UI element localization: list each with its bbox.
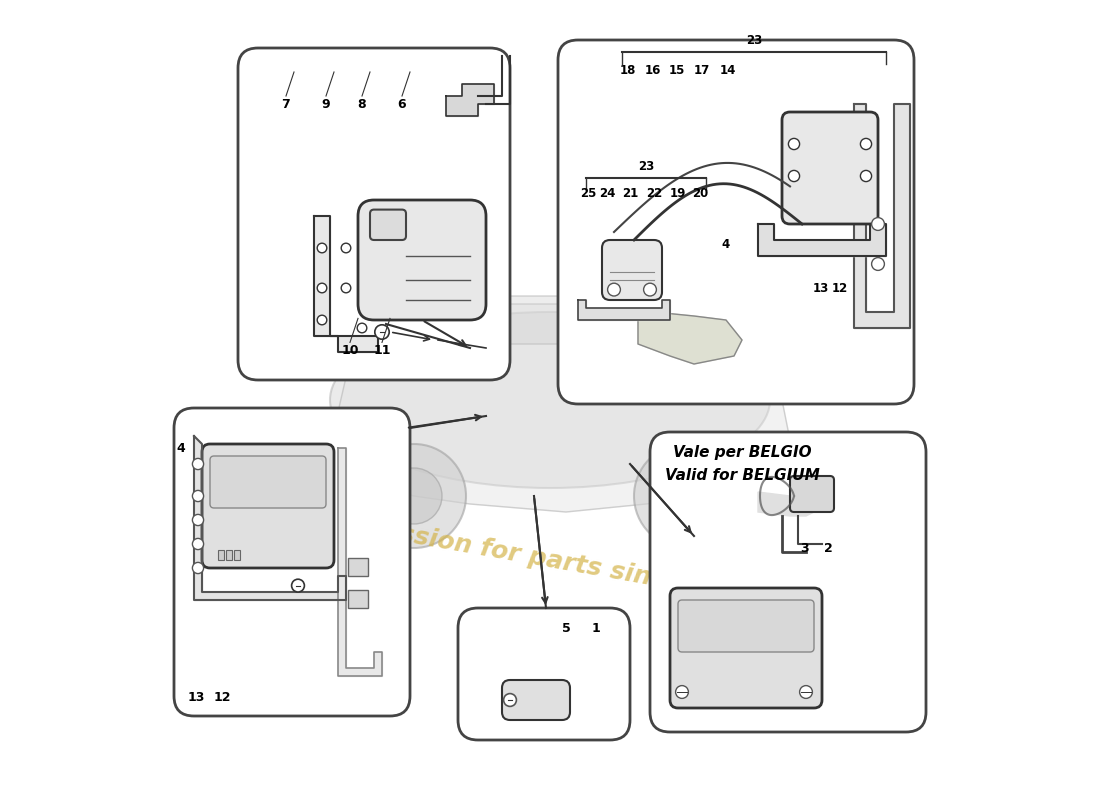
Text: 22: 22 (646, 187, 662, 200)
Text: a passion for parts since 1994: a passion for parts since 1994 (339, 511, 761, 609)
Circle shape (789, 138, 800, 150)
Text: 12: 12 (213, 691, 231, 704)
Text: Vale per BELGIO: Vale per BELGIO (673, 445, 812, 459)
Text: 13: 13 (188, 691, 205, 704)
Polygon shape (314, 216, 378, 352)
Text: 3: 3 (800, 542, 808, 554)
Text: 23: 23 (638, 160, 654, 173)
Circle shape (607, 283, 620, 296)
Polygon shape (326, 304, 790, 512)
FancyBboxPatch shape (370, 210, 406, 240)
FancyBboxPatch shape (602, 240, 662, 300)
Circle shape (192, 458, 204, 470)
Circle shape (317, 243, 327, 253)
Circle shape (675, 686, 689, 698)
Text: 18: 18 (619, 64, 636, 77)
Polygon shape (638, 312, 743, 364)
FancyBboxPatch shape (790, 476, 834, 512)
Circle shape (358, 323, 366, 333)
Text: 6: 6 (398, 98, 406, 110)
Text: 16: 16 (645, 64, 661, 77)
Text: 5: 5 (562, 622, 571, 634)
Text: 19: 19 (670, 187, 686, 200)
Text: 13: 13 (812, 282, 828, 294)
FancyBboxPatch shape (174, 408, 410, 716)
FancyBboxPatch shape (558, 40, 914, 404)
Circle shape (292, 579, 305, 592)
Text: 17: 17 (694, 64, 711, 77)
Circle shape (644, 283, 657, 296)
Text: 15: 15 (668, 64, 684, 77)
Bar (226, 550, 232, 560)
Text: 20: 20 (692, 187, 708, 200)
Polygon shape (194, 436, 346, 600)
Text: 4: 4 (176, 442, 185, 454)
FancyBboxPatch shape (670, 588, 822, 708)
Polygon shape (758, 224, 886, 256)
Text: 25: 25 (580, 187, 596, 200)
FancyBboxPatch shape (238, 48, 510, 380)
Circle shape (341, 283, 351, 293)
Bar (218, 550, 224, 560)
Circle shape (317, 283, 327, 293)
Circle shape (341, 243, 351, 253)
Ellipse shape (330, 312, 770, 488)
Text: 23: 23 (746, 34, 762, 46)
FancyBboxPatch shape (458, 608, 630, 740)
Text: 10: 10 (341, 344, 359, 357)
Circle shape (192, 514, 204, 526)
Circle shape (634, 444, 738, 548)
Bar (234, 550, 241, 560)
FancyBboxPatch shape (202, 444, 334, 568)
FancyBboxPatch shape (502, 680, 570, 720)
Bar (349, 558, 368, 576)
Circle shape (871, 258, 884, 270)
Text: 4: 4 (722, 238, 730, 250)
Circle shape (871, 218, 884, 230)
Text: 1: 1 (592, 622, 601, 634)
Text: 7: 7 (282, 98, 290, 110)
Circle shape (800, 686, 813, 698)
FancyBboxPatch shape (650, 432, 926, 732)
FancyBboxPatch shape (782, 112, 878, 224)
Circle shape (192, 490, 204, 502)
Circle shape (362, 444, 466, 548)
Circle shape (789, 170, 800, 182)
FancyBboxPatch shape (358, 200, 486, 320)
Text: 24: 24 (600, 187, 616, 200)
Circle shape (192, 562, 204, 574)
Circle shape (860, 138, 871, 150)
Text: 2: 2 (824, 542, 833, 554)
Polygon shape (854, 104, 910, 328)
Text: 11: 11 (373, 344, 390, 357)
Polygon shape (338, 448, 382, 676)
Polygon shape (470, 296, 630, 344)
Text: 14: 14 (719, 64, 736, 77)
Circle shape (504, 694, 516, 706)
Text: 9: 9 (321, 98, 330, 110)
Polygon shape (758, 492, 814, 516)
Polygon shape (446, 84, 494, 116)
Circle shape (658, 468, 714, 524)
Circle shape (375, 325, 389, 339)
Bar (349, 590, 368, 608)
FancyBboxPatch shape (678, 600, 814, 652)
Circle shape (317, 315, 327, 325)
Text: euro
car
parts: euro car parts (402, 249, 459, 311)
Circle shape (192, 538, 204, 550)
Circle shape (860, 170, 871, 182)
Polygon shape (578, 300, 670, 320)
Text: Valid for BELGIUM: Valid for BELGIUM (664, 469, 820, 483)
Circle shape (386, 468, 442, 524)
Text: 8: 8 (358, 98, 366, 110)
FancyBboxPatch shape (210, 456, 326, 508)
Text: 12: 12 (832, 282, 848, 294)
Text: 21: 21 (621, 187, 638, 200)
